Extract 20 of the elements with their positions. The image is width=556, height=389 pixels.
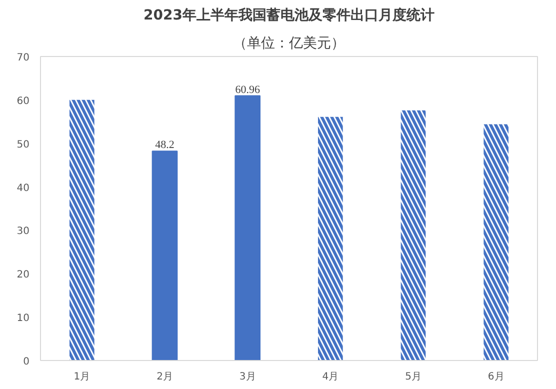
y-tick-label: 60 (16, 96, 30, 107)
y-tick-label: 40 (16, 182, 30, 194)
y-tick-label: 10 (16, 313, 30, 324)
x-tick-label: 5月 (405, 372, 422, 382)
chart-subtitle: （单位：亿美元） (233, 36, 345, 52)
bar (152, 150, 178, 360)
x-tick-label: 6月 (488, 372, 504, 382)
data-label: 60.96 (235, 84, 260, 96)
x-tick-label: 3月 (239, 372, 256, 382)
chart-title: 2023年上半年我国蓄电池及零件出口月度统计 (144, 6, 434, 24)
x-tick-label: 2月 (156, 372, 173, 382)
y-tick-label: 70 (16, 52, 30, 64)
data-label: 48.2 (155, 139, 174, 152)
x-tick-label: 1月 (74, 372, 90, 382)
x-tick-label: 4月 (322, 372, 339, 382)
y-tick-label: 50 (16, 139, 30, 150)
y-tick-label: 0 (23, 356, 30, 368)
y-tick-label: 20 (16, 270, 30, 281)
y-tick-label: 30 (16, 226, 30, 238)
bar (234, 95, 261, 360)
